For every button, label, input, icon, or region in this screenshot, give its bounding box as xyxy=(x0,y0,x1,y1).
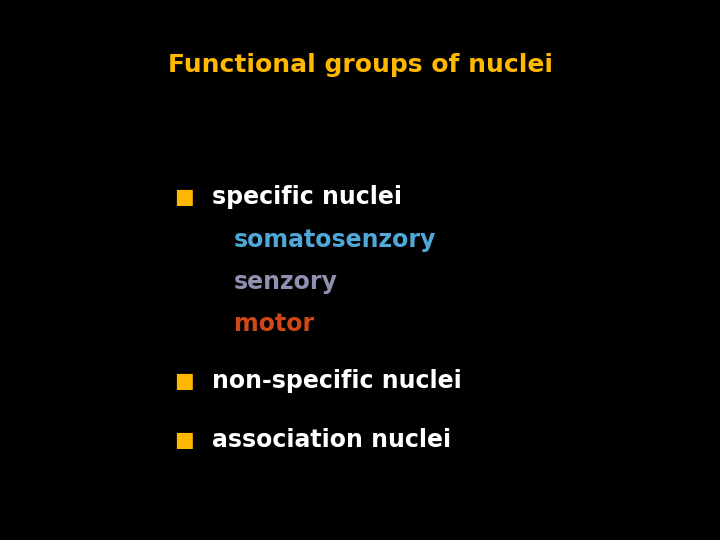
Text: specific nuclei: specific nuclei xyxy=(212,185,402,209)
Text: ■: ■ xyxy=(174,370,194,391)
Text: senzory: senzory xyxy=(234,270,338,294)
Text: ■: ■ xyxy=(174,187,194,207)
Text: somatosenzory: somatosenzory xyxy=(234,228,436,252)
Text: ■: ■ xyxy=(174,430,194,450)
Text: association nuclei: association nuclei xyxy=(212,428,451,452)
Text: Functional groups of nuclei: Functional groups of nuclei xyxy=(168,53,552,77)
Text: motor: motor xyxy=(234,312,314,336)
Text: non-specific nuclei: non-specific nuclei xyxy=(212,369,462,393)
